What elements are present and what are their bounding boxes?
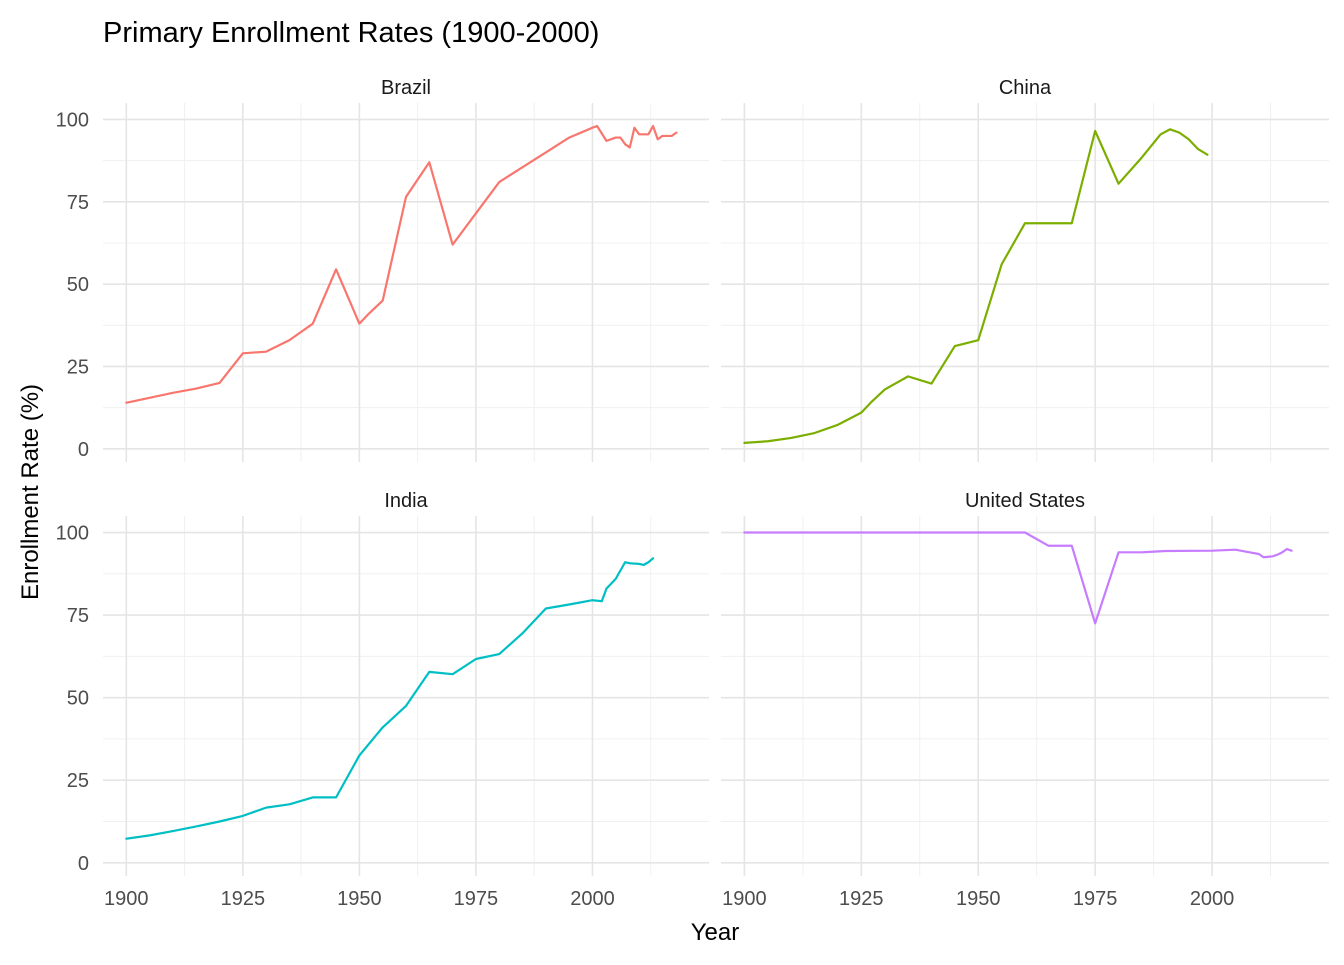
facet-strip-label: United States — [965, 490, 1085, 512]
x-tick-label: 2000 — [570, 888, 615, 910]
series-line-india — [125, 557, 655, 840]
facet-panel-united-states: United States 1900 1925 1950 1975 2000 — [721, 490, 1329, 910]
facet-strip-label: India — [384, 490, 428, 512]
y-tick-label: 75 — [67, 605, 89, 627]
x-tick-label: 1950 — [956, 888, 1001, 910]
y-axis-title: Enrollment Rate (%) — [17, 384, 44, 600]
x-tick-label: 1900 — [104, 888, 149, 910]
x-tick-label: 1975 — [1073, 888, 1118, 910]
x-tick-label: 2000 — [1190, 888, 1235, 910]
facet-panel-china: China — [721, 77, 1329, 462]
series-line-united-states — [743, 531, 1293, 625]
x-tick-label: 1900 — [722, 888, 767, 910]
series-line-china — [743, 128, 1209, 444]
y-tick-label: 100 — [56, 109, 89, 131]
x-tick-label: 1975 — [454, 888, 499, 910]
x-tick-label: 1950 — [337, 888, 382, 910]
y-tick-label: 50 — [67, 274, 89, 296]
y-tick-label: 75 — [67, 192, 89, 214]
facet-panel-india: India 0 25 50 75 100 1900 1925 1950 1975 2000 — [56, 490, 709, 910]
facet-strip-label: China — [999, 77, 1052, 99]
chart-title: Primary Enrollment Rates (1900-2000) — [103, 17, 599, 49]
y-tick-label: 25 — [67, 356, 89, 378]
y-tick-label: 0 — [78, 439, 89, 461]
y-tick-label: 100 — [56, 523, 89, 545]
facets-layer: Brazil 0 25 50 75 100 China India 0 25 50 75 100 1900… — [56, 77, 1329, 910]
x-tick-label: 1925 — [839, 888, 884, 910]
y-tick-label: 25 — [67, 770, 89, 792]
x-tick-label: 1925 — [221, 888, 266, 910]
x-axis-title: Year — [691, 919, 740, 946]
facet-panel-brazil: Brazil 0 25 50 75 100 — [56, 77, 709, 462]
facet-strip-label: Brazil — [381, 77, 431, 99]
y-tick-label: 50 — [67, 688, 89, 710]
y-tick-label: 0 — [78, 853, 89, 875]
series-line-brazil — [125, 124, 678, 404]
